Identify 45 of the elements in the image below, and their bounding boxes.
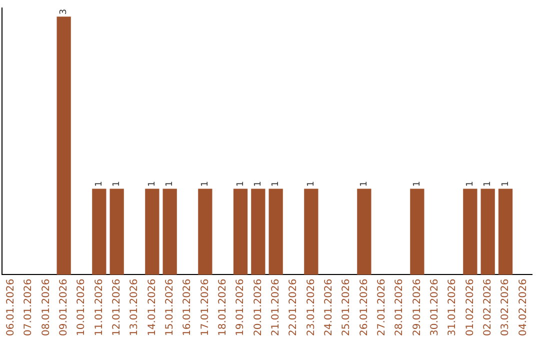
x-tick-label: 18.01.2026 (217, 278, 228, 336)
data-label: 1 (500, 180, 511, 187)
x-tick-label: 13.01.2026 (129, 278, 140, 336)
data-label: 1 (200, 180, 211, 187)
x-tick-label: 02.02.2026 (482, 278, 494, 336)
data-label: 1 (483, 180, 494, 187)
x-tick-label: 15.01.2026 (164, 278, 176, 336)
data-label: 1 (271, 180, 282, 187)
x-tick-label: 06.01.2026 (5, 278, 16, 336)
x-tick-label: 07.01.2026 (23, 278, 34, 336)
x-tick-label: 27.01.2026 (376, 278, 388, 336)
data-label: 1 (412, 180, 423, 187)
data-label: 1 (165, 180, 176, 187)
x-tick-label: 25.01.2026 (341, 278, 352, 336)
data-label: 1 (360, 180, 370, 187)
x-tick-label: 19.01.2026 (235, 278, 246, 336)
x-tick-label: 29.01.2026 (412, 278, 423, 336)
x-tick-label: 16.01.2026 (182, 278, 194, 336)
x-tick-label: 22.01.2026 (288, 278, 300, 336)
x-tick-label: 23.01.2026 (306, 278, 317, 336)
x-tick-label: 12.01.2026 (111, 278, 122, 336)
x-tick-label: 24.01.2026 (323, 278, 334, 336)
data-label: 1 (236, 180, 246, 187)
data-label: 3 (59, 8, 70, 15)
x-tick-label: 14.01.2026 (146, 278, 158, 336)
x-tick-label: 26.01.2026 (358, 278, 370, 336)
x-tick-label: 31.01.2026 (447, 278, 458, 336)
x-tick-label: 20.01.2026 (252, 278, 264, 336)
x-tick-label: 21.01.2026 (270, 278, 282, 336)
data-label: 1 (254, 180, 264, 187)
data-label: 1 (148, 180, 158, 187)
x-tick-label: 17.01.2026 (200, 278, 211, 336)
data-label: 1 (466, 180, 476, 187)
x-tick-label: 04.02.2026 (518, 278, 529, 336)
x-tick-label: 28.01.2026 (394, 278, 406, 336)
x-tick-label: 03.02.2026 (500, 278, 512, 336)
data-label: 1 (112, 180, 122, 187)
x-tick-label: 09.01.2026 (58, 278, 70, 336)
x-tick-label: 01.02.2026 (464, 278, 476, 336)
data-label: 1 (94, 180, 105, 187)
x-tick-label: 08.01.2026 (40, 278, 52, 336)
x-tick-label: 30.01.2026 (429, 278, 440, 336)
data-label: 1 (306, 180, 317, 187)
x-tick-label: 11.01.2026 (94, 278, 105, 336)
x-tick-label: 10.01.2026 (76, 278, 88, 336)
